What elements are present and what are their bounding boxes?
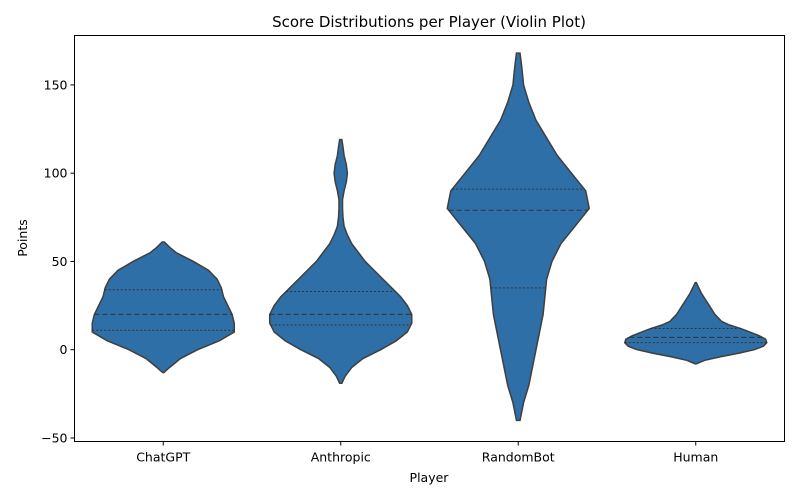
x-tick-label: Anthropic [311, 450, 371, 465]
x-tick-label: ChatGPT [136, 450, 190, 465]
y-tick-label: 50 [52, 254, 68, 269]
violin-randombot [446, 52, 591, 422]
y-tick-label: 150 [44, 77, 68, 92]
y-tick-label: 100 [44, 166, 68, 181]
y-tick-label: 0 [60, 342, 68, 357]
x-axis: ChatGPT Anthropic RandomBot Human [136, 441, 718, 465]
violin-chatgpt [91, 241, 235, 374]
chart-title: Score Distributions per Player (Violin P… [272, 13, 586, 31]
violin-layer [91, 52, 768, 422]
x-axis-label: Player [410, 470, 450, 485]
violin-anthropic [269, 138, 413, 384]
y-axis-label: Points [15, 219, 30, 257]
x-tick-label: RandomBot [482, 450, 555, 465]
violin-human [623, 281, 768, 365]
y-tick-label: −50 [41, 430, 67, 445]
y-axis: −50 0 50 100 150 [41, 77, 75, 445]
plot-frame [74, 35, 785, 442]
x-tick-label: Human [673, 450, 718, 465]
